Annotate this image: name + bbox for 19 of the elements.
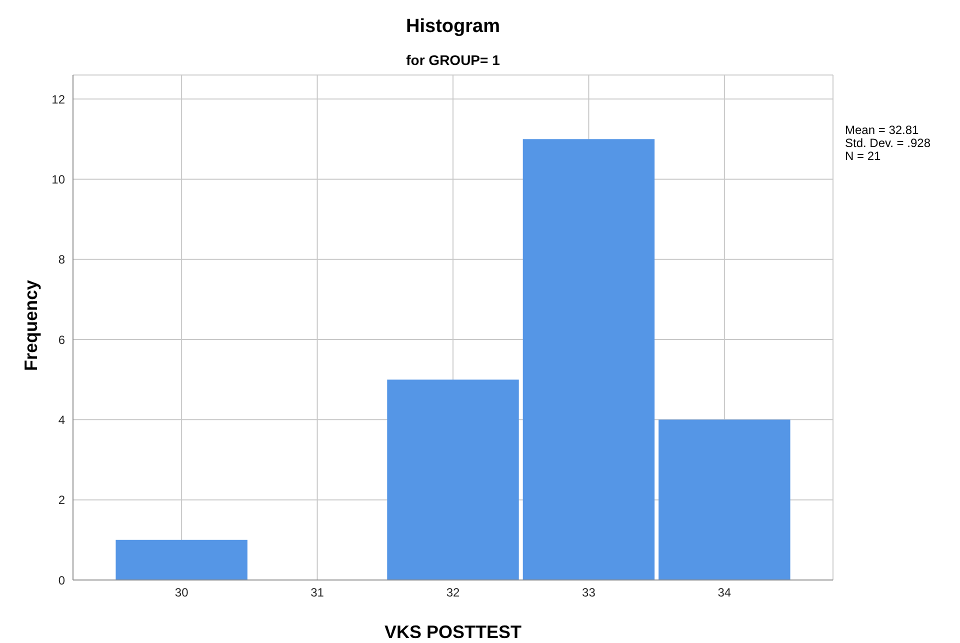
chart-title: Histogram — [405, 16, 501, 38]
x-axis-title: VKS POSTTEST — [383, 622, 523, 643]
text: Std. Dev. = .928 — [845, 136, 930, 150]
y-axis-title: Frequency — [22, 279, 42, 371]
x-tick-label: 33 — [582, 586, 596, 600]
chart-subtitle: for GROUP= 1 — [405, 52, 501, 68]
x-tick-label: 31 — [310, 586, 324, 600]
x-tick-label: 32 — [446, 586, 460, 600]
x-tick-label: 34 — [718, 586, 732, 600]
y-tick-label: 6 — [58, 332, 66, 347]
y-tick-label: 0 — [58, 573, 66, 588]
y-tick-label: 12 — [52, 92, 66, 106]
y-tick-label: 2 — [58, 493, 66, 508]
y-tick-label: 10 — [52, 172, 66, 186]
text: N = 21 — [845, 149, 882, 163]
y-tick-label: 4 — [58, 412, 66, 427]
x-tick-label: 30 — [174, 586, 189, 600]
text: Mean = 32.81 — [845, 123, 920, 137]
y-tick-label: 8 — [58, 252, 66, 267]
